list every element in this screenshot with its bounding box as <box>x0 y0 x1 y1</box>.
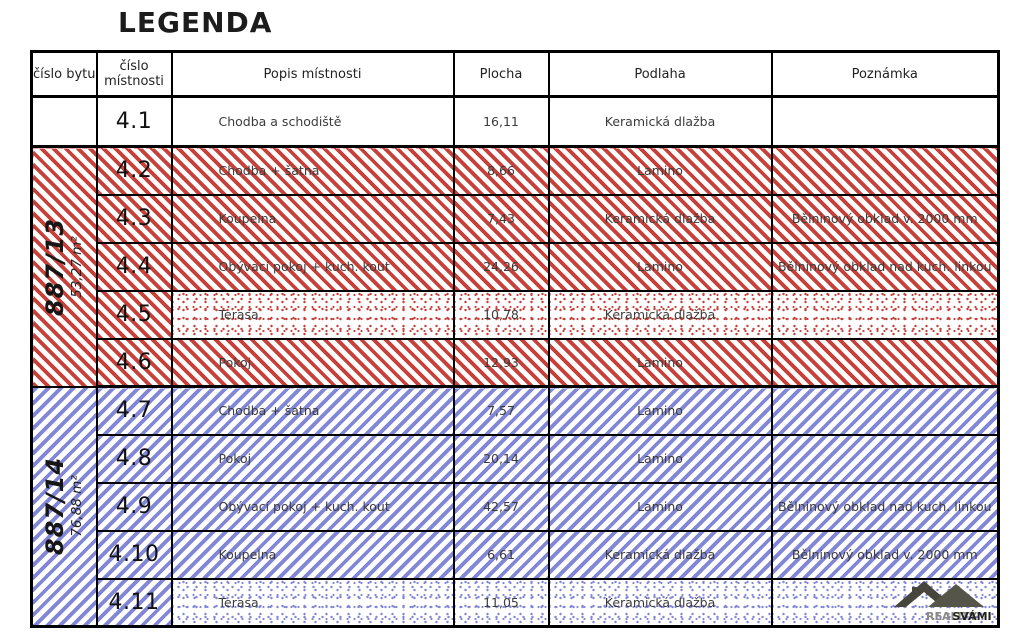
room-description: Obývací pokoj + kuch. kout <box>170 481 455 532</box>
legend-table: číslo bytu číslo místnosti Popis místnos… <box>30 50 1000 628</box>
room-number: 4.4 <box>95 241 173 292</box>
table-row: 4.9 Obývací pokoj + kuch. kout 42,57 Lam… <box>32 481 1000 532</box>
table-row: 4.1 Chodba a schodiště 16,11 Keramická d… <box>30 95 1000 148</box>
room-floor: Lamino <box>547 481 773 532</box>
room-area: 16,11 <box>452 95 550 148</box>
header-room-number: číslo místnosti <box>95 50 173 98</box>
room-description: Obývací pokoj + kuch. kout <box>170 241 455 292</box>
flat-number-label: 887/14 <box>41 457 70 556</box>
room-number: 4.5 <box>95 289 173 340</box>
room-note <box>770 337 1000 388</box>
rotated-flat-label: 887/13 53,27 m² <box>34 149 95 385</box>
room-area: 10,78 <box>452 289 550 340</box>
room-area: 7,57 <box>452 385 550 436</box>
table-row: 887/14 76,88 m² 4.7 Chodba + šatna 7,57 … <box>30 385 1000 628</box>
house-roof-icon: REALITY SVÁMI <box>894 581 992 623</box>
realty-svami-logo: REALITY SVÁMI <box>890 581 994 623</box>
room-area: 12,93 <box>452 337 550 388</box>
flat-cell-empty <box>30 95 98 148</box>
flat-group-887-13: 887/13 53,27 m² <box>30 145 98 388</box>
room-floor: Keramická dlažba <box>547 193 773 244</box>
room-number: 4.2 <box>95 145 173 196</box>
room-floor: Keramická dlažba <box>547 289 773 340</box>
rotated-flat-label: 887/14 76,88 m² <box>34 389 95 625</box>
page-title: LEGENDA <box>118 6 273 39</box>
room-description: Terasa <box>170 577 455 628</box>
header-row: číslo bytu číslo místnosti Popis místnos… <box>30 50 1000 98</box>
flat-area-label: 76,88 m² <box>69 475 86 538</box>
table-row: 4.3 Koupelna 7,43 Keramická dlažba Bělni… <box>32 193 1000 244</box>
flat-number-label: 887/13 <box>41 217 70 316</box>
room-area: 6,61 <box>452 529 550 580</box>
svg-text:SVÁMI: SVÁMI <box>952 610 991 623</box>
table-row: 4.6 Pokoj 12,93 Lamino <box>32 337 1000 388</box>
room-number: 4.7 <box>95 385 173 436</box>
room-note <box>770 433 1000 484</box>
header-flat-number: číslo bytu <box>30 50 98 98</box>
flat-group-887-14: 887/14 76,88 m² <box>30 385 98 628</box>
room-note <box>770 385 1000 436</box>
header-area: Plocha <box>452 50 550 98</box>
room-note: Bělninový obklad v. 2000 mm <box>770 193 1000 244</box>
room-floor: Lamino <box>547 385 773 436</box>
room-number: 4.10 <box>95 529 173 580</box>
room-floor: Lamino <box>547 337 773 388</box>
room-description: Koupelna <box>170 193 455 244</box>
room-note <box>770 289 1000 340</box>
room-area: 24,26 <box>452 241 550 292</box>
table-row: 887/13 53,27 m² 4.2 Chodba + šatna 8,66 … <box>30 145 1000 388</box>
room-floor: Keramická dlažba <box>547 577 773 628</box>
room-description: Chodba + šatna <box>170 385 455 436</box>
room-floor: Lamino <box>547 433 773 484</box>
room-note <box>770 95 1000 148</box>
room-number: 4.11 <box>95 577 173 628</box>
table-row: 4.10 Koupelna 6,61 Keramická dlažba Běln… <box>32 529 1000 580</box>
room-note <box>770 145 1000 196</box>
svg-text:REALITY: REALITY <box>926 610 978 623</box>
table-row: 4.8 Pokoj 20,14 Lamino <box>32 433 1000 484</box>
room-area: 20,14 <box>452 433 550 484</box>
room-description: Terasa <box>170 289 455 340</box>
header-floor: Podlaha <box>547 50 773 98</box>
room-number: 4.3 <box>95 193 173 244</box>
flat-area-label: 53,27 m² <box>69 235 86 298</box>
room-note: Bělninový obklad nad kuch. linkou <box>770 241 1000 292</box>
header-room-description: Popis místnosti <box>170 50 455 98</box>
table-row: 4.4 Obývací pokoj + kuch. kout 24,26 Lam… <box>32 241 1000 292</box>
table-row: 4.11 Terasa 11,05 Keramická dlažba REALI… <box>32 577 1000 628</box>
table-row: 4.5 Terasa 10,78 Keramická dlažba <box>32 289 1000 340</box>
room-number: 4.6 <box>95 337 173 388</box>
room-description: Chodba a schodiště <box>170 95 455 148</box>
room-area: 11,05 <box>452 577 550 628</box>
room-description: Pokoj <box>170 337 455 388</box>
room-floor: Lamino <box>547 145 773 196</box>
room-description: Pokoj <box>170 433 455 484</box>
room-note: REALITY SVÁMI <box>770 577 1000 628</box>
room-floor: Lamino <box>547 241 773 292</box>
room-floor: Keramická dlažba <box>547 529 773 580</box>
room-description: Koupelna <box>170 529 455 580</box>
room-note: Bělninový obklad v. 2000 mm <box>770 529 1000 580</box>
room-floor: Keramická dlažba <box>547 95 773 148</box>
room-note: Bělninový obklad nad kuch. linkou <box>770 481 1000 532</box>
room-description: Chodba + šatna <box>170 145 455 196</box>
room-number: 4.1 <box>95 95 173 148</box>
room-number: 4.8 <box>95 433 173 484</box>
room-area: 7,43 <box>452 193 550 244</box>
room-number: 4.9 <box>95 481 173 532</box>
room-area: 8,66 <box>452 145 550 196</box>
room-area: 42,57 <box>452 481 550 532</box>
header-note: Poznámka <box>770 50 1000 98</box>
